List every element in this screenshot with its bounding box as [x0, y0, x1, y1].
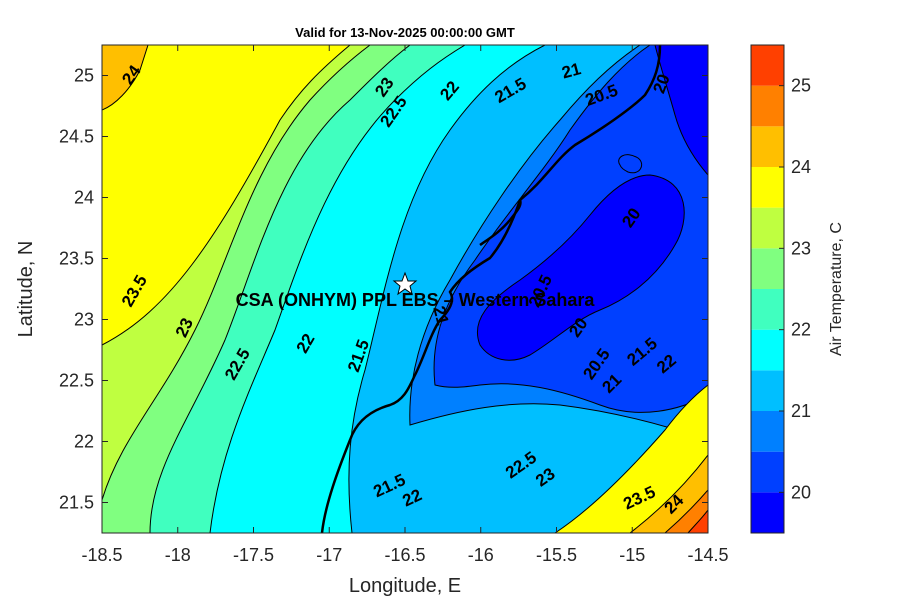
x-tick-label: -15.5: [536, 545, 577, 565]
y-tick-label: 22.5: [59, 371, 94, 391]
colorbar-band: [751, 451, 784, 493]
station-label: CSA (ONHYM) PPL EBS – Western Sahara: [236, 290, 596, 310]
colorbar-band: [751, 492, 784, 533]
y-tick-label: 23.5: [59, 249, 94, 269]
colorbar-band: [751, 207, 784, 249]
x-tick-label: -16.5: [384, 545, 425, 565]
coastline: [320, 45, 662, 533]
y-tick-label: 22: [74, 432, 94, 452]
colorbar-tick-label: 20: [791, 482, 811, 502]
x-tick-label: -18: [165, 545, 191, 565]
x-tick-labels: -18.5 -18 -17.5 -17 -16.5 -16 -15.5 -15 -14.5: [81, 45, 729, 565]
x-axis: -18.5 -18 -17.5 -17 -16.5 -16 -15.5 -15 -14.5 Lo…: [81, 45, 729, 597]
y-tick-label: 25: [74, 66, 94, 86]
y-axis: 21.5 22 22.5 23 23.5 24 24.5 25 Latitude, N: [15, 66, 708, 513]
colorbar-band: [751, 248, 784, 289]
band-20-20.5-ne: [618, 154, 643, 174]
band-24-plus: [102, 45, 149, 111]
colorbar-label: Air Temperature, C: [828, 222, 845, 356]
colorbar-band: [751, 167, 784, 208]
x-tick-label: -15: [619, 545, 645, 565]
colorbar-band: [751, 289, 784, 330]
y-tick-label: 21.5: [59, 493, 94, 513]
colorbar-tick-label: 23: [791, 238, 811, 258]
colorbar-tick-labels: 20 21 22 23 24 25: [779, 76, 811, 502]
colorbar-band: [751, 85, 784, 127]
colorbar-band: [751, 411, 784, 452]
band-25-plus-se: [687, 509, 708, 533]
band-23.5-24-se: [554, 384, 708, 533]
station-star-icon: [392, 271, 418, 296]
colorbar-band: [751, 329, 784, 371]
colorbar-bands: [751, 45, 784, 533]
x-tick-label: -17.5: [233, 545, 274, 565]
y-axis-label: Latitude, N: [15, 241, 37, 338]
contour-label: 21: [429, 304, 452, 327]
colorbar-tick-label: 21: [791, 401, 811, 421]
band-19.5-20: [476, 174, 685, 361]
colorbar-frame: [750, 44, 785, 534]
colorbar-tick-label: 22: [791, 320, 811, 340]
x-axis-label: Longitude, E: [349, 575, 461, 597]
dakhla-peninsula: [479, 199, 522, 247]
x-tick-label: -14.5: [687, 545, 728, 565]
x-tick-label: -16: [468, 545, 494, 565]
x-tick-label: -18.5: [81, 545, 122, 565]
colorbar-band: [751, 45, 784, 86]
y-tick-label: 24.5: [59, 127, 94, 147]
y-tick-label: 24: [74, 188, 94, 208]
colorbar: 20 21 22 23 24 25 Air Temperature, C: [750, 44, 845, 534]
y-tick-label: 23: [74, 310, 94, 330]
chart-title: Valid for 13-Nov-2025 00:00:00 GMT: [295, 25, 515, 40]
contour-label: 21: [560, 59, 583, 82]
station-marker: CSA (ONHYM) PPL EBS – Western Sahara: [236, 271, 596, 310]
x-tick-label: -17: [316, 545, 342, 565]
colorbar-band: [751, 370, 784, 411]
colorbar-tick-label: 24: [791, 157, 811, 177]
colorbar-tick-label: 25: [791, 76, 811, 96]
colorbar-band: [751, 126, 784, 167]
y-tick-labels: 21.5 22 22.5 23 23.5 24 24.5 25: [59, 66, 708, 513]
band-19.5-20-north: [654, 45, 708, 176]
